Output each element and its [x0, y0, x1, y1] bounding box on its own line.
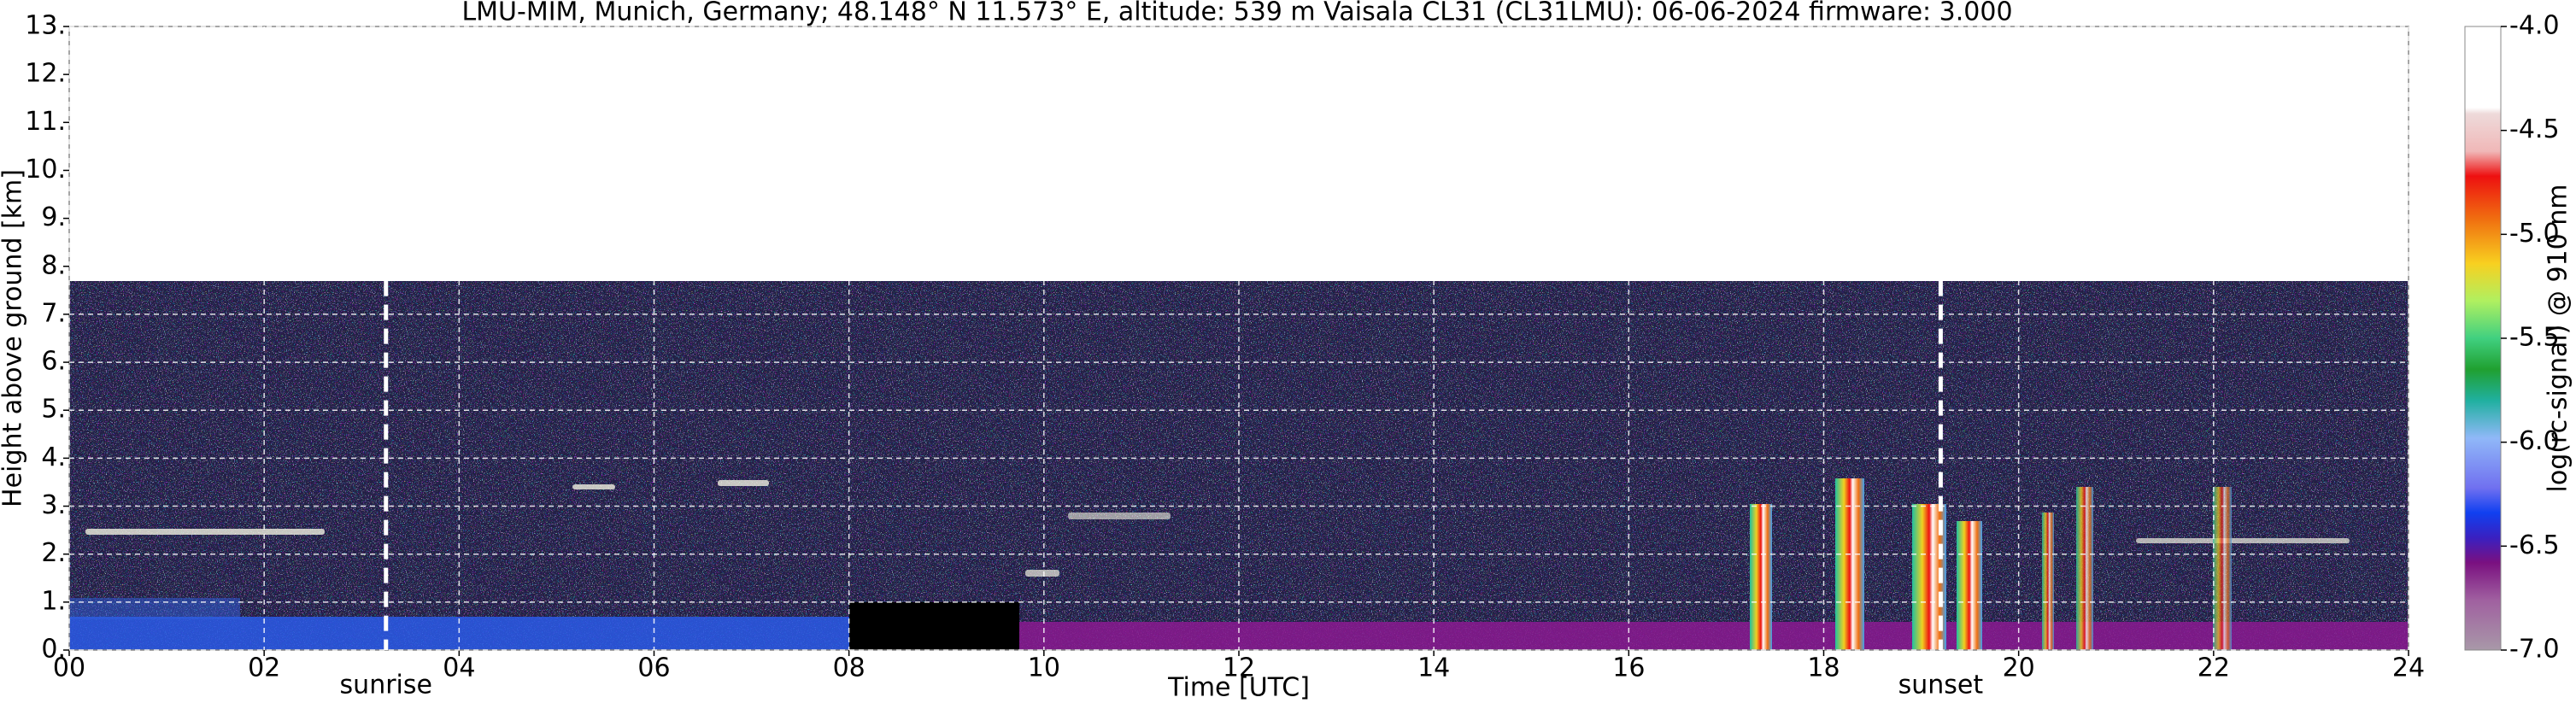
x-tick-label: 10 — [1028, 653, 1060, 683]
x-axis-label: Time [UTC] — [1167, 673, 1310, 703]
x-tick-label: 12 — [1223, 653, 1255, 683]
y-tick-label: 13. — [25, 11, 66, 41]
x-tick-label: 14 — [1417, 653, 1450, 683]
annotation-label: sunset — [1898, 671, 1984, 700]
y-tick-label: 11. — [25, 107, 66, 137]
colorbar-tick-label: -5.0 — [2509, 219, 2560, 249]
y-tick-label: 12. — [25, 59, 66, 89]
y-tick-label: 4. — [41, 442, 66, 472]
x-tick-label: 18 — [1807, 653, 1840, 683]
x-tick-label: 00 — [53, 653, 85, 683]
x-tick-label: 20 — [2003, 653, 2035, 683]
x-tick-label: 16 — [1612, 653, 1645, 683]
y-tick-label: 1. — [41, 586, 66, 616]
x-tick-label: 08 — [833, 653, 866, 683]
y-tick-label: 10. — [25, 155, 66, 185]
y-tick-label: 5. — [41, 395, 66, 425]
colorbar-label: log(rc-signal) @ 910 nm — [2544, 185, 2573, 493]
x-tick-label: 02 — [248, 653, 280, 683]
x-tick-label: 22 — [2198, 653, 2230, 683]
annotation-label: sunrise — [340, 671, 432, 700]
y-axis-label: Height above ground [km] — [0, 169, 28, 507]
colorbar — [2464, 26, 2502, 651]
y-tick-label: 8. — [41, 250, 66, 280]
x-tick-label: 06 — [637, 653, 670, 683]
colorbar-tick-label: -7.0 — [2509, 635, 2560, 665]
colorbar-tick-label: -6.0 — [2509, 426, 2560, 456]
y-tick-label: 3. — [41, 490, 66, 520]
x-tick-label: 24 — [2392, 653, 2425, 683]
y-tick-label: 0. — [41, 635, 66, 665]
x-tick-label: 04 — [443, 653, 475, 683]
y-tick-label: 7. — [41, 298, 66, 328]
y-tick-label: 6. — [41, 347, 66, 377]
colorbar-tick-label: -5.5 — [2509, 323, 2560, 353]
chart-title: LMU-MIM, Munich, Germany; 48.148° N 11.5… — [461, 0, 2012, 27]
colorbar-tick-label: -4.0 — [2509, 11, 2560, 41]
y-tick-label: 9. — [41, 202, 66, 232]
backscatter-image — [69, 281, 2409, 650]
colorbar-tick-label: -6.5 — [2509, 530, 2560, 560]
colorbar-tick-label: -4.5 — [2509, 114, 2560, 144]
y-tick-label: 2. — [41, 538, 66, 568]
